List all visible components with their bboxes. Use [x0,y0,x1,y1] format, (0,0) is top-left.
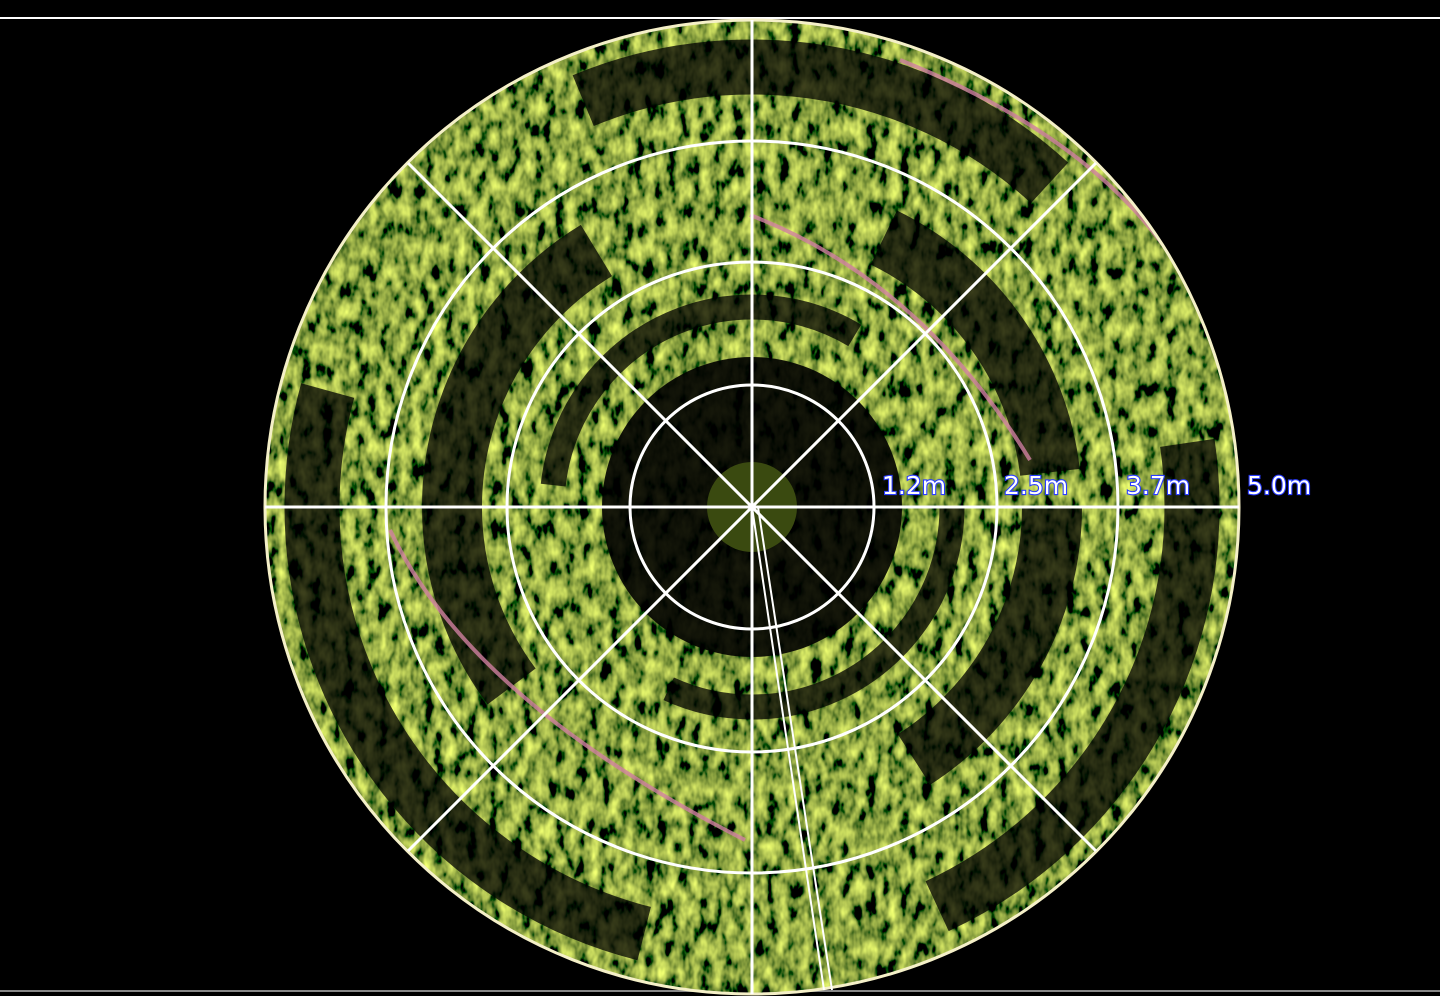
heading-beam [751,506,833,991]
range-label: 3.7m [1126,471,1190,500]
range-label: 2.5m [1004,471,1068,500]
range-label: 5.0m [1247,471,1311,500]
range-label: 1.2m [882,471,946,500]
